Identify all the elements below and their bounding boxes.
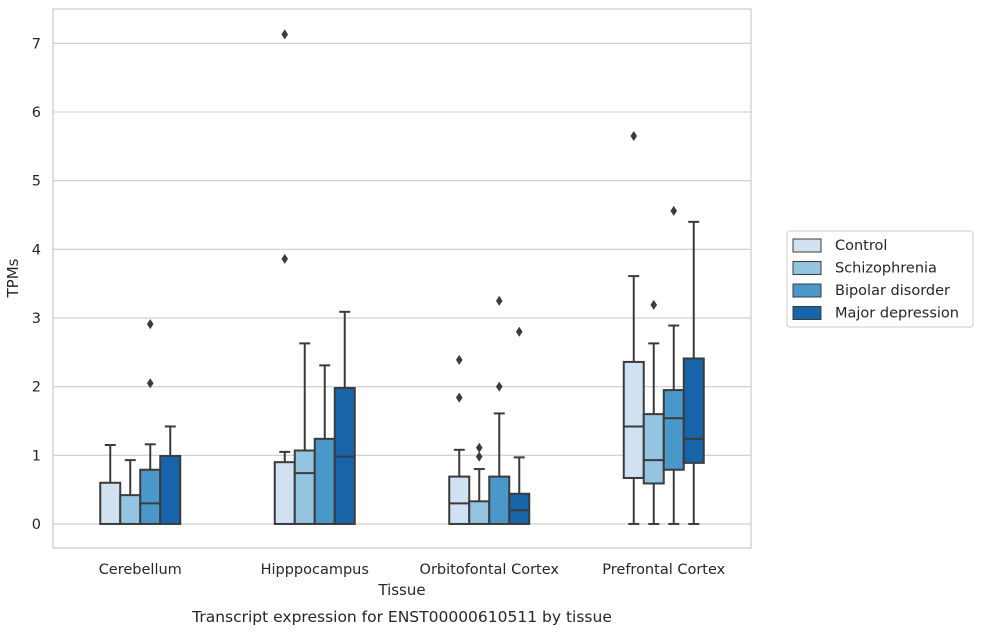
legend-label: Control [835,238,887,254]
outlier-marker [515,326,523,337]
outlier-marker [475,451,483,462]
chart-caption: Transcript expression for ENST0000061051… [191,608,612,626]
legend-label: Schizophrenia [835,261,937,277]
x-axis-label: Tissue [377,581,425,599]
box [682,357,705,464]
box-plot-control [622,131,645,525]
x-tick-label: Orbitofontal Cortex [420,562,560,578]
box [139,468,162,525]
box [642,413,665,485]
y-tick-label: 0 [32,517,41,533]
box-plot-schizophrenia [642,299,665,525]
legend-swatch [792,261,822,275]
x-tick-label: Hipppocampus [261,562,369,578]
box-plot-bipolar-disorder [662,205,685,525]
box [468,500,491,525]
outlier-marker [281,29,289,40]
outlier-marker [146,319,154,330]
box-plot-bipolar-disorder [488,295,511,525]
y-tick-label: 3 [32,311,41,327]
outlier-marker [495,381,503,392]
box [622,360,645,479]
y-tick-label: 2 [32,380,41,396]
y-tick-label: 5 [32,174,41,190]
box-plot-control [273,29,296,525]
box [293,449,316,525]
box [99,481,122,525]
legend-swatch [792,283,822,298]
outlier-marker [281,253,289,264]
x-tick-labels: Cerebellum Hipppocampus Orbitofontal Corte… [99,562,726,578]
legend-swatch [792,238,822,253]
box-plot-schizophrenia [119,459,142,525]
box-plots [99,29,705,525]
legend-label: Major depression [835,306,959,322]
outlier-marker [455,354,463,365]
box [119,494,142,525]
outlier-marker [455,392,463,403]
box [273,461,296,525]
y-axis-label: TPMs [4,258,22,298]
box-plot-control [448,354,471,525]
box [448,475,471,525]
outlier-marker [630,131,638,142]
y-tick-labels: 0 1 2 3 4 5 6 7 [32,36,41,533]
outlier-marker [495,295,503,306]
box-plot-schizophrenia [293,342,316,525]
x-tick-label: Prefrontal Cortex [602,562,725,578]
box-plot-major-depression [333,310,356,525]
box-plot-major-depression [159,425,182,525]
box-plot-bipolar-disorder [313,364,336,525]
y-tick-label: 6 [32,105,41,121]
y-tick-label: 4 [32,242,41,258]
legend-frame [786,230,974,328]
outlier-marker [146,378,154,389]
box [508,492,531,525]
plot-area-frame [52,8,752,549]
outlier-marker [475,442,483,453]
legend: Control Schizophrenia Bipolar disorder Majo… [786,230,974,328]
box-plot-bipolar-disorder [139,319,162,525]
box-plot-major-depression [682,220,705,525]
box [662,389,685,471]
box-plot-major-depression [508,326,531,525]
box-plot-control [99,444,122,525]
box [313,437,336,525]
legend-swatch [792,306,822,320]
y-tick-label: 7 [32,36,41,52]
x-tick-label: Cerebellum [99,562,182,578]
box [159,454,182,525]
box [488,475,511,525]
outlier-marker [650,299,658,310]
outlier-marker [670,205,678,216]
y-tick-label: 1 [32,448,41,464]
legend-label: Bipolar disorder [835,283,950,299]
